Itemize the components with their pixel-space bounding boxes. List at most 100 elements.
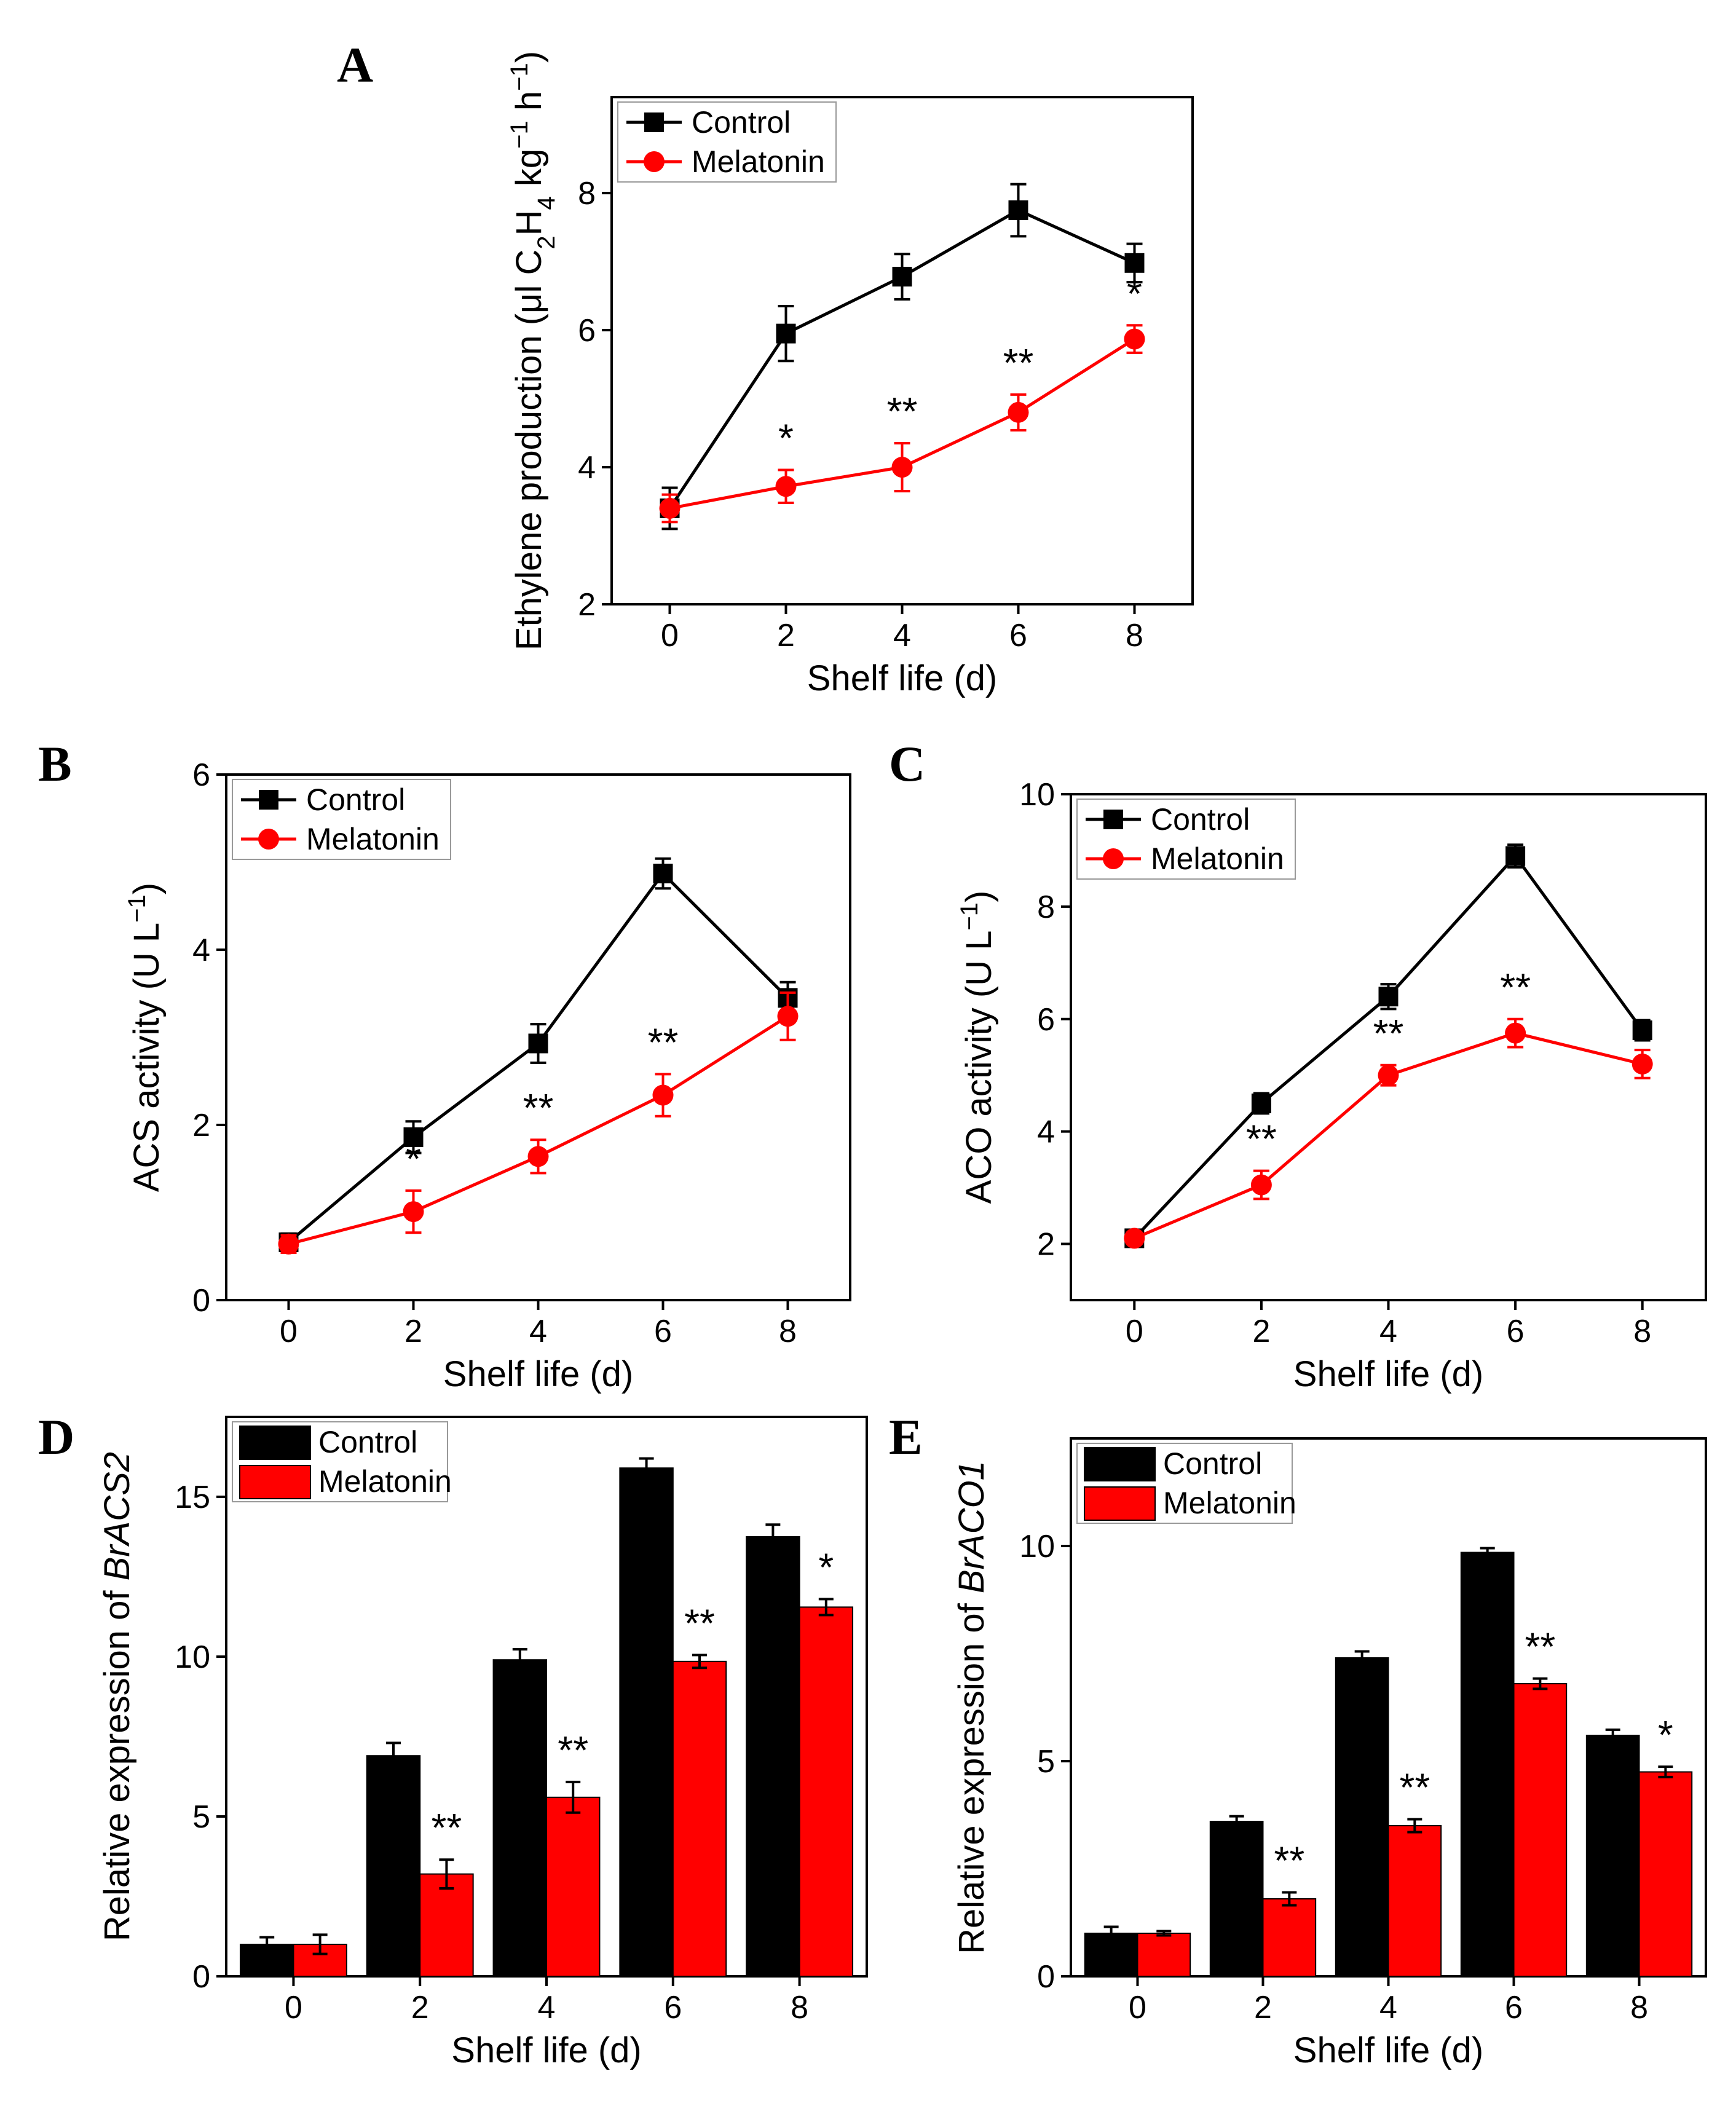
legend-marker (644, 151, 665, 172)
data-point-melatonin (1124, 1228, 1145, 1249)
x-tick-label: 8 (791, 1990, 808, 2025)
chart-panel-e: 0 5 10 0 2 4 6 8 Shelf life (d) Relative expressi… (889, 1409, 1707, 2070)
significance-mark: ** (1500, 965, 1531, 1009)
data-point-control (1632, 1020, 1652, 1041)
legend-marker (1103, 810, 1123, 829)
y-axis-label: Ethylene production (μl C2H4 kg−1 h−1) (506, 51, 560, 650)
data-point-melatonin (659, 497, 681, 519)
y-tick-label: 4 (1037, 1114, 1055, 1150)
y-tick-label: 4 (578, 450, 596, 486)
y-axis-label-part: ) (127, 883, 167, 894)
legend-label: Control (1163, 1446, 1262, 1481)
x-axis-label: Shelf life (d) (443, 1354, 633, 1394)
bar-control (366, 1755, 421, 1977)
x-tick-label: 0 (280, 1314, 298, 1349)
x-tick-label: 4 (538, 1990, 556, 2025)
y-axis-label-part: H (509, 210, 549, 235)
significance-mark: ** (1399, 1765, 1430, 1810)
y-axis-label: ACO activity (U L−1) (956, 891, 999, 1204)
y-axis-label-part: 4 (533, 196, 560, 210)
y-tick-label: 2 (192, 1108, 210, 1143)
x-tick-label: 2 (404, 1314, 422, 1349)
y-tick-label: 10 (1019, 1529, 1055, 1564)
y-tick-label: 6 (1037, 1002, 1055, 1038)
y-axis-label-part: ) (959, 891, 999, 902)
legend-marker (258, 829, 279, 850)
bar-melatonin (546, 1796, 601, 1978)
y-tick-label: 5 (1037, 1744, 1055, 1780)
x-tick-label: 8 (1126, 618, 1143, 653)
y-tick-label: 4 (192, 933, 210, 968)
data-point-control (1378, 987, 1399, 1007)
y-tick-label: 6 (578, 313, 596, 349)
legend-label: Melatonin (1151, 842, 1284, 876)
bar-melatonin (419, 1873, 474, 1978)
y-axis-label-part: Relative expression of (97, 1580, 137, 1941)
bar-control (619, 1467, 674, 1977)
x-tick-label: 6 (654, 1314, 672, 1349)
significance-mark: ** (432, 1805, 462, 1850)
data-point-control (892, 267, 912, 287)
y-tick-label: 8 (578, 176, 596, 211)
y-axis-label: ACS activity (U L−1) (124, 883, 167, 1192)
legend-marker (259, 790, 278, 810)
y-tick-label: 15 (175, 1480, 210, 1515)
data-point-melatonin (891, 457, 913, 478)
panel-label: D (38, 1409, 74, 1465)
significance-mark: * (1658, 1713, 1673, 1757)
y-tick-label: 8 (1037, 889, 1055, 925)
x-tick-label: 8 (1630, 1990, 1648, 2025)
data-point-control (1124, 253, 1145, 273)
x-tick-label: 2 (1254, 1990, 1272, 2025)
y-axis-label-part: −1 (506, 63, 533, 91)
x-tick-label: 2 (411, 1990, 429, 2025)
y-tick-label: 0 (1037, 1959, 1055, 1995)
y-tick-label: 2 (1037, 1227, 1055, 1263)
significance-mark: ** (523, 1086, 554, 1130)
panel-label: B (38, 736, 72, 792)
data-point-melatonin (527, 1146, 549, 1167)
x-tick-label: 8 (779, 1314, 797, 1349)
y-axis-label-part: BrACS2 (97, 1452, 137, 1581)
x-tick-label: 2 (777, 618, 795, 653)
legend-label: Control (1151, 802, 1250, 837)
x-tick-label: 6 (1507, 1314, 1525, 1349)
x-tick-label: 4 (529, 1314, 547, 1349)
data-point-melatonin (1505, 1022, 1526, 1044)
significance-mark: ** (1003, 341, 1034, 385)
data-point-melatonin (775, 476, 797, 497)
chart-panel-c: 2 4 6 8 10 0 2 4 6 8 Shelf life (d) ACO activity (U… (889, 736, 1707, 1394)
y-axis-label-part: Relative expression of (952, 1593, 992, 1954)
chart-panel-d: 0 5 10 15 0 2 4 6 8 Shelf life (d) Relative expres… (38, 1409, 868, 2070)
data-point-melatonin (403, 1201, 424, 1223)
chart-panel-a: 2 4 6 8 0 2 4 6 8 Shelf life (d) Ethylene producti… (337, 37, 1194, 698)
legend-marker (1103, 848, 1124, 869)
data-point-control (1251, 1093, 1271, 1113)
significance-mark: ** (558, 1728, 588, 1772)
legend-label: Melatonin (692, 144, 825, 179)
legend-label: Control (692, 105, 791, 140)
x-tick-label: 0 (285, 1990, 302, 2025)
legend-label: Melatonin (318, 1464, 452, 1499)
y-tick-label: 6 (192, 757, 210, 793)
x-tick-label: 4 (1379, 1990, 1397, 2025)
bar-melatonin (1137, 1933, 1191, 1977)
panel-label: A (337, 37, 373, 93)
x-tick-label: 4 (1379, 1314, 1397, 1349)
y-axis-label-part: ACO activity (U L (959, 931, 999, 1204)
y-tick-label: 5 (192, 1799, 210, 1835)
data-point-control (1505, 846, 1526, 866)
x-tick-label: 0 (661, 618, 679, 653)
significance-mark: ** (684, 1601, 715, 1645)
y-axis-label-part: h (509, 91, 549, 120)
bar-melatonin (1262, 1898, 1317, 1977)
x-tick-label: 6 (1505, 1990, 1523, 2025)
data-point-control (528, 1033, 548, 1054)
bar-melatonin (1387, 1825, 1442, 1977)
data-point-control (776, 323, 796, 344)
y-tick-label: 10 (1019, 777, 1055, 813)
bar-control (1460, 1552, 1515, 1977)
significance-mark: ** (648, 1020, 679, 1064)
x-axis-label: Shelf life (d) (807, 658, 997, 698)
y-axis-label-part: ) (509, 51, 549, 63)
